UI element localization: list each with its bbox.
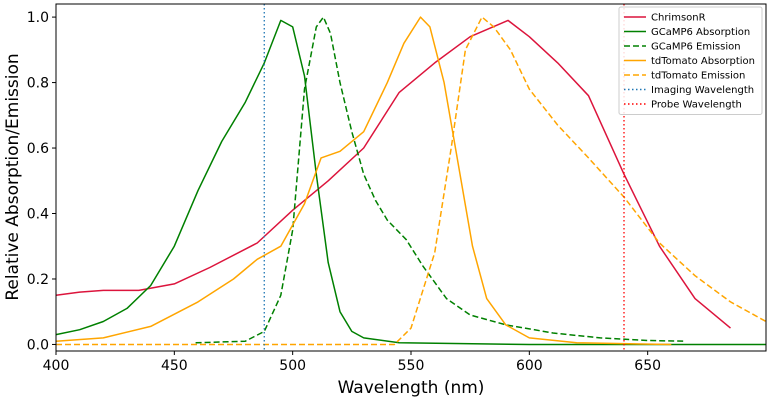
y-tick-label: 0.8 (27, 76, 49, 92)
tick-layer: 400 450 500 550 600 650 0.0 0.2 0.4 0.6 0.8 1.0 (27, 10, 661, 374)
series-chrimsonr (55, 19, 731, 329)
y-tick-label: 0.2 (27, 272, 49, 288)
series-tdtomato-absorption (55, 16, 672, 346)
x-tick-label: 450 (161, 358, 188, 374)
legend-box (618, 6, 763, 115)
x-tick-label: 550 (398, 358, 425, 374)
y-tick-label: 0.6 (27, 141, 49, 157)
y-tick-label: 0.4 (27, 207, 49, 223)
y-tick-label: 0.0 (27, 337, 49, 353)
legend-label-tdtomato-emission: tdTomato Emission (651, 71, 745, 82)
x-tick-label: 650 (634, 358, 661, 374)
legend-label-gcamp6-absorption: GCaMP6 Absorption (651, 27, 750, 38)
x-tick-label: 600 (516, 358, 543, 374)
legend-label-gcamp6-emission: GCaMP6 Emission (651, 42, 741, 53)
series-layer (55, 4, 767, 351)
series-gcamp6-absorption (55, 19, 766, 346)
legend-label-tdtomato-absorption: tdTomato Absorption (651, 56, 755, 67)
legend-label-probe-wavelength: Probe Wavelength (651, 100, 742, 111)
legend: ChrimsonR GCaMP6 Absorption GCaMP6 Emissio… (618, 6, 763, 115)
x-axis-label: Wavelength (nm) (338, 378, 485, 398)
legend-label-imaging-wavelength: Imaging Wavelength (651, 85, 754, 96)
x-tick-label: 400 (43, 358, 70, 374)
y-tick-label: 1.0 (27, 10, 49, 26)
series-tdtomato-emission (56, 16, 767, 346)
legend-label-chrimsonr: ChrimsonR (651, 13, 706, 24)
series-gcamp6-emission (195, 16, 686, 344)
x-tick-label: 500 (279, 358, 306, 374)
y-axis-label: Relative Absorption/Emission (3, 53, 23, 300)
